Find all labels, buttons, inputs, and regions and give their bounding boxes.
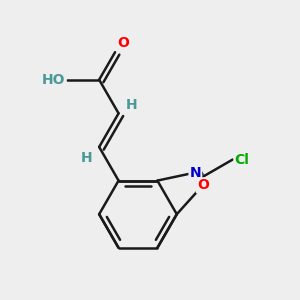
Text: N: N xyxy=(190,166,201,179)
Text: HO: HO xyxy=(42,73,66,87)
Text: Cl: Cl xyxy=(234,152,249,167)
Text: H: H xyxy=(80,151,92,164)
Text: O: O xyxy=(197,178,209,192)
Text: H: H xyxy=(126,98,137,112)
Text: O: O xyxy=(117,36,129,50)
